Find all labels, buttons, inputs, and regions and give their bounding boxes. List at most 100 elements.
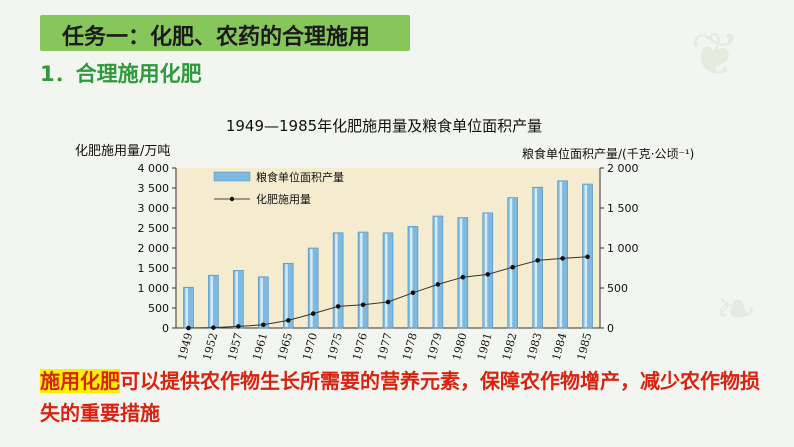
right-tick-label: 2 000 [607, 162, 639, 175]
line-point [211, 325, 216, 330]
x-tick-label: 1980 [450, 331, 470, 361]
bar [332, 232, 344, 329]
right-axis-label: 粮食单位面积产量/(千克·公顷⁻¹) [522, 146, 694, 161]
bar [557, 180, 568, 329]
line-point [460, 274, 466, 280]
line-point [385, 299, 391, 305]
left-axis-label: 化肥施用量/万吨 [75, 144, 170, 159]
x-tick-label: 1983 [525, 331, 545, 361]
x-tick-label: 1984 [550, 331, 570, 361]
right-tick-label: 0 [607, 322, 614, 335]
x-tick-label: 1977 [375, 331, 395, 361]
x-axis-ticks: 1949 1952 1957 1961 1965 1970 1975 1976 1977 1978… [176, 331, 595, 361]
bar-highlight [385, 233, 388, 327]
left-tick-label: 3 000 [138, 202, 170, 215]
line-point [535, 258, 540, 263]
bar-highlight [434, 217, 438, 327]
bar-highlight [559, 181, 563, 327]
x-tick-label: 1976 [350, 331, 370, 361]
task-banner [40, 15, 410, 51]
leaf-decoration: ❦ [690, 20, 741, 90]
x-tick-label: 1952 [201, 331, 221, 361]
bar-highlight [210, 276, 213, 327]
bar [482, 212, 494, 329]
bar-highlight [235, 271, 238, 327]
x-tick-label: 1970 [300, 331, 320, 361]
leaf-decoration: ❧ [715, 280, 757, 338]
bar [457, 217, 469, 329]
left-axis-ticks: 0 500 1 000 1 500 2 000 2 500 3 000 3 500 4 000 [138, 162, 176, 335]
line-point [236, 324, 241, 329]
legend-bar-swatch [213, 171, 251, 182]
x-tick-label: 1981 [475, 331, 495, 361]
bar-highlight [185, 288, 188, 327]
bar [507, 197, 519, 329]
x-tick-label: 1949 [176, 331, 196, 361]
bar-highlight [509, 198, 513, 327]
bar-highlight [285, 264, 288, 327]
bar-highlight [360, 233, 363, 327]
bar [407, 226, 419, 329]
bar [432, 215, 444, 329]
left-tick-label: 0 [162, 322, 169, 335]
left-tick-label: 500 [148, 302, 169, 315]
bar [307, 247, 319, 329]
bar-highlight [335, 233, 338, 327]
bar [183, 286, 194, 329]
bar [357, 231, 369, 329]
bar-highlight [260, 277, 263, 327]
right-axis-ticks: 0 500 1 000 1 500 2 000 [600, 162, 639, 335]
bar-highlight [459, 218, 463, 327]
line-point [360, 302, 366, 308]
left-tick-label: 4 000 [138, 162, 170, 175]
left-tick-label: 3 500 [138, 182, 170, 195]
bar-highlight [534, 188, 538, 327]
bar [233, 270, 244, 329]
bar [532, 186, 543, 329]
line-point [260, 322, 266, 328]
x-tick-label: 1961 [250, 331, 270, 361]
bar [382, 232, 394, 329]
task-title: 任务一：化肥、农药的合理施用 [62, 25, 371, 50]
description-highlight: 施用化肥 [40, 369, 120, 393]
x-tick-label: 1965 [275, 331, 295, 361]
x-tick-label: 1982 [500, 331, 520, 361]
bar-highlight [484, 213, 488, 327]
x-tick-label: 1957 [225, 331, 245, 361]
bar [282, 262, 294, 329]
line-point [435, 282, 441, 287]
x-tick-label: 1985 [575, 331, 595, 361]
description: 施用化肥可以提供农作物生长所需要的营养元素，保障农作物增产，减少农作物损失的重要… [40, 365, 770, 429]
left-tick-label: 1 500 [138, 262, 170, 275]
line-point [186, 325, 191, 331]
line-point [585, 254, 590, 260]
line-point [485, 272, 491, 277]
x-tick-label: 1975 [325, 331, 345, 361]
line-series [186, 254, 590, 331]
section-heading: 1．合理施用化肥 [40, 62, 202, 86]
right-tick-label: 1 500 [607, 202, 639, 215]
description-text: 可以提供农作物生长所需要的营养元素，保障农作物增产，减少农作物损失的重要措施 [40, 369, 760, 425]
bar-highlight [409, 227, 413, 327]
line-point [310, 311, 316, 316]
line-point [335, 304, 341, 309]
left-tick-label: 1 000 [138, 282, 170, 295]
right-tick-label: 1 000 [607, 242, 639, 255]
legend-line-marker [229, 196, 235, 202]
legend: 粮食单位面积产量 化肥施用量 [213, 170, 344, 206]
left-tick-label: 2 500 [138, 222, 170, 235]
bar-highlight [310, 249, 313, 327]
chart-title: 1949—1985年化肥施用量及粮食单位面积产量 [226, 117, 542, 135]
bar [257, 276, 269, 329]
line-point [410, 290, 416, 296]
bar [208, 274, 219, 329]
legend-bar-label: 粮食单位面积产量 [256, 170, 344, 184]
legend-line-label: 化肥施用量 [256, 192, 311, 206]
line-point [510, 264, 516, 270]
line-point [285, 318, 291, 323]
line-point [560, 256, 565, 261]
x-tick-label: 1979 [425, 331, 445, 361]
right-tick-label: 500 [607, 282, 628, 295]
left-tick-label: 2 000 [138, 242, 170, 255]
